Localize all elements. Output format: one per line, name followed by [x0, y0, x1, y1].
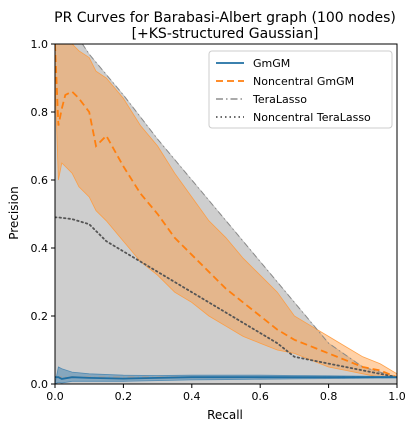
band-teralasso — [55, 44, 397, 384]
band-noncentral-gmgm — [55, 44, 397, 378]
axes-frame — [54, 43, 398, 385]
band-gmgm — [55, 366, 397, 384]
x-tick-label: 0.4 — [183, 390, 201, 403]
x-tick-label: 0.8 — [320, 390, 338, 403]
legend: GmGM Noncentral GmGM TeraLasso Noncentral T… — [208, 50, 393, 129]
x-tick-label: 1.0 — [388, 390, 406, 403]
x-tick-label: 0.6 — [251, 390, 269, 403]
y-tick-label: 0.2 — [31, 310, 49, 323]
series-line-gmgm — [55, 376, 397, 380]
y-tick-label: 0.8 — [31, 106, 49, 119]
y-tick-label: 0.4 — [31, 242, 49, 255]
y-tick-label: 0.0 — [31, 378, 49, 391]
x-axis-label: Recall — [207, 408, 243, 422]
legend-box — [208, 50, 393, 129]
y-tick-label: 0.6 — [31, 174, 49, 187]
series-line-noncentral-gmgm — [55, 44, 397, 379]
teralasso-upper-edge — [55, 44, 397, 378]
chart-title-line1: PR Curves for Barabasi-Albert graph (100… — [54, 10, 396, 26]
y-tick-label: 1.0 — [31, 38, 49, 51]
y-axis-label: Precision — [7, 186, 21, 240]
x-tick-label: 0.0 — [46, 390, 64, 403]
legend-label: TeraLasso — [252, 93, 307, 106]
legend-label: Noncentral GmGM — [253, 75, 354, 88]
legend-label: GmGM — [253, 57, 290, 70]
plot-area: 0.0 0.2 0.4 0.6 0.8 1.0 0.0 0.2 0.4 0.6 0.8 1.0 — [31, 38, 406, 403]
legend-label: Noncentral TeraLasso — [253, 111, 371, 124]
chart-title-line2: [+KS-structured Gaussian] — [132, 26, 319, 42]
x-tick-label: 0.2 — [115, 390, 133, 403]
series-line-noncentral-teralasso — [55, 216, 397, 379]
